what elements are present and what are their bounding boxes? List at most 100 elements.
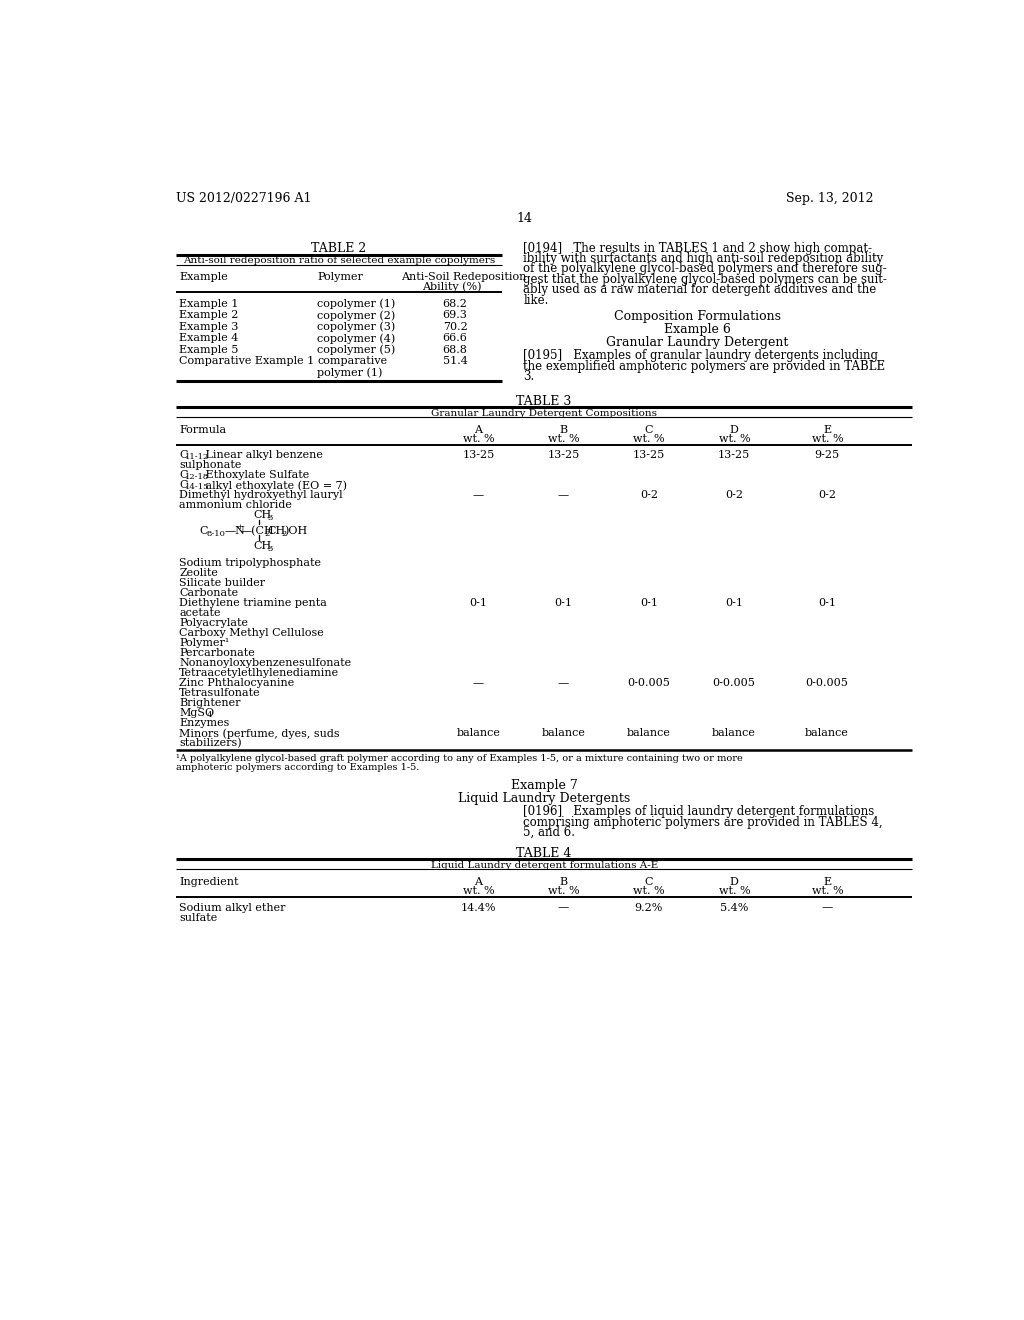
Text: Granular Laundry Detergent: Granular Laundry Detergent xyxy=(606,337,788,350)
Text: wt. %: wt. % xyxy=(719,887,751,896)
Text: E: E xyxy=(823,878,831,887)
Text: ably used as a raw material for detergent additives and the: ably used as a raw material for detergen… xyxy=(523,284,877,296)
Text: copolymer (3): copolymer (3) xyxy=(317,322,395,333)
Text: 0-2: 0-2 xyxy=(640,490,657,500)
Text: C: C xyxy=(179,450,187,461)
Text: Example 2: Example 2 xyxy=(179,310,239,319)
Text: C: C xyxy=(200,525,208,536)
Text: Formula: Formula xyxy=(179,425,226,434)
Text: 0-0.005: 0-0.005 xyxy=(806,678,849,688)
Text: Polymer: Polymer xyxy=(317,272,362,282)
Text: Anti-Soil Redeposition: Anti-Soil Redeposition xyxy=(400,272,526,282)
Text: —: — xyxy=(473,490,484,500)
Text: [0194]   The results in TABLES 1 and 2 show high compat-: [0194] The results in TABLES 1 and 2 sho… xyxy=(523,242,872,255)
Text: wt. %: wt. % xyxy=(463,887,495,896)
Text: 14: 14 xyxy=(517,213,532,226)
Text: ammonium chloride: ammonium chloride xyxy=(179,500,292,511)
Text: 0-0.005: 0-0.005 xyxy=(628,678,671,688)
Text: Anti-soil redeposition ratio of selected example copolymers: Anti-soil redeposition ratio of selected… xyxy=(182,256,495,265)
Text: 4: 4 xyxy=(207,711,213,719)
Text: wt. %: wt. % xyxy=(633,887,665,896)
Text: copolymer (2): copolymer (2) xyxy=(317,310,395,321)
Text: comprising amphoteric polymers are provided in TABLES 4,: comprising amphoteric polymers are provi… xyxy=(523,816,883,829)
Text: Tetrasulfonate: Tetrasulfonate xyxy=(179,688,261,698)
Text: wt. %: wt. % xyxy=(548,434,580,444)
Text: Silicate builder: Silicate builder xyxy=(179,578,265,587)
Text: 9.2%: 9.2% xyxy=(635,903,663,912)
Text: wt. %: wt. % xyxy=(463,434,495,444)
Text: balance: balance xyxy=(627,729,671,738)
Text: —: — xyxy=(473,678,484,688)
Text: )OH: )OH xyxy=(285,525,308,536)
Text: +: + xyxy=(237,524,244,532)
Text: Carbonate: Carbonate xyxy=(179,589,239,598)
Text: 13-25: 13-25 xyxy=(718,450,751,461)
Text: Percarbonate: Percarbonate xyxy=(179,648,255,659)
Text: A: A xyxy=(474,878,482,887)
Text: B: B xyxy=(559,878,567,887)
Text: 8-10: 8-10 xyxy=(206,529,225,537)
Text: CH: CH xyxy=(267,525,286,536)
Text: —: — xyxy=(558,678,569,688)
Text: C: C xyxy=(179,480,187,490)
Text: 9-25: 9-25 xyxy=(814,450,840,461)
Text: Polymer¹: Polymer¹ xyxy=(179,638,229,648)
Text: 0-1: 0-1 xyxy=(555,598,572,609)
Text: D: D xyxy=(730,425,738,434)
Text: copolymer (1): copolymer (1) xyxy=(317,298,395,309)
Text: Example 3: Example 3 xyxy=(179,322,239,331)
Text: 11-12: 11-12 xyxy=(185,453,210,461)
Text: wt. %: wt. % xyxy=(633,434,665,444)
Text: Zinc Phthalocyanine: Zinc Phthalocyanine xyxy=(179,678,295,688)
Text: of the polyalkylene glycol-based polymers and therefore sug-: of the polyalkylene glycol-based polymer… xyxy=(523,263,887,276)
Text: 5, and 6.: 5, and 6. xyxy=(523,826,575,840)
Text: CH: CH xyxy=(254,511,271,520)
Text: E: E xyxy=(823,425,831,434)
Text: —N: —N xyxy=(224,525,245,536)
Text: wt. %: wt. % xyxy=(812,887,843,896)
Text: 14.4%: 14.4% xyxy=(461,903,496,912)
Text: Diethylene triamine penta: Diethylene triamine penta xyxy=(179,598,327,609)
Text: copolymer (4): copolymer (4) xyxy=(317,333,395,343)
Text: A: A xyxy=(474,425,482,434)
Text: Carboxy Methyl Cellulose: Carboxy Methyl Cellulose xyxy=(179,628,324,638)
Text: 70.2: 70.2 xyxy=(442,322,467,331)
Text: Sodium tripolyphosphate: Sodium tripolyphosphate xyxy=(179,558,322,568)
Text: Enzymes: Enzymes xyxy=(179,718,229,729)
Text: 68.8: 68.8 xyxy=(442,345,468,355)
Text: C: C xyxy=(179,470,187,480)
Text: wt. %: wt. % xyxy=(812,434,843,444)
Text: Comparative Example 1: Comparative Example 1 xyxy=(179,356,314,366)
Text: MgSO: MgSO xyxy=(179,708,214,718)
Text: wt. %: wt. % xyxy=(548,887,580,896)
Text: Sodium alkyl ether: Sodium alkyl ether xyxy=(179,903,286,912)
Text: acetate: acetate xyxy=(179,609,220,618)
Text: Example 7: Example 7 xyxy=(511,779,578,792)
Text: ¹A polyalkylene glycol-based graft polymer according to any of Examples 1-5, or : ¹A polyalkylene glycol-based graft polym… xyxy=(176,755,742,763)
Text: TABLE 4: TABLE 4 xyxy=(516,847,571,861)
Text: the exemplified amphoteric polymers are provided in TABLE: the exemplified amphoteric polymers are … xyxy=(523,360,886,372)
Text: 0-0.005: 0-0.005 xyxy=(713,678,756,688)
Text: Example 1: Example 1 xyxy=(179,298,239,309)
Text: TABLE 2: TABLE 2 xyxy=(311,242,367,255)
Text: 51.4: 51.4 xyxy=(442,356,468,366)
Text: D: D xyxy=(730,878,738,887)
Text: 69.3: 69.3 xyxy=(442,310,468,319)
Text: 3.: 3. xyxy=(523,370,535,383)
Text: 14-15: 14-15 xyxy=(185,483,210,491)
Text: Brightener: Brightener xyxy=(179,698,241,708)
Text: polymer (1): polymer (1) xyxy=(317,368,383,379)
Text: 2: 2 xyxy=(282,529,287,537)
Text: [0195]   Examples of granular laundry detergents including: [0195] Examples of granular laundry dete… xyxy=(523,350,879,363)
Text: 5.4%: 5.4% xyxy=(720,903,749,912)
Text: B: B xyxy=(559,425,567,434)
Text: 12-18: 12-18 xyxy=(185,474,210,482)
Text: Example 4: Example 4 xyxy=(179,333,239,343)
Text: Example: Example xyxy=(179,272,228,282)
Text: 66.6: 66.6 xyxy=(442,333,468,343)
Text: comparative: comparative xyxy=(317,356,387,366)
Text: —: — xyxy=(558,903,569,912)
Text: Sep. 13, 2012: Sep. 13, 2012 xyxy=(786,193,873,206)
Text: C: C xyxy=(644,425,653,434)
Text: —: — xyxy=(821,903,833,912)
